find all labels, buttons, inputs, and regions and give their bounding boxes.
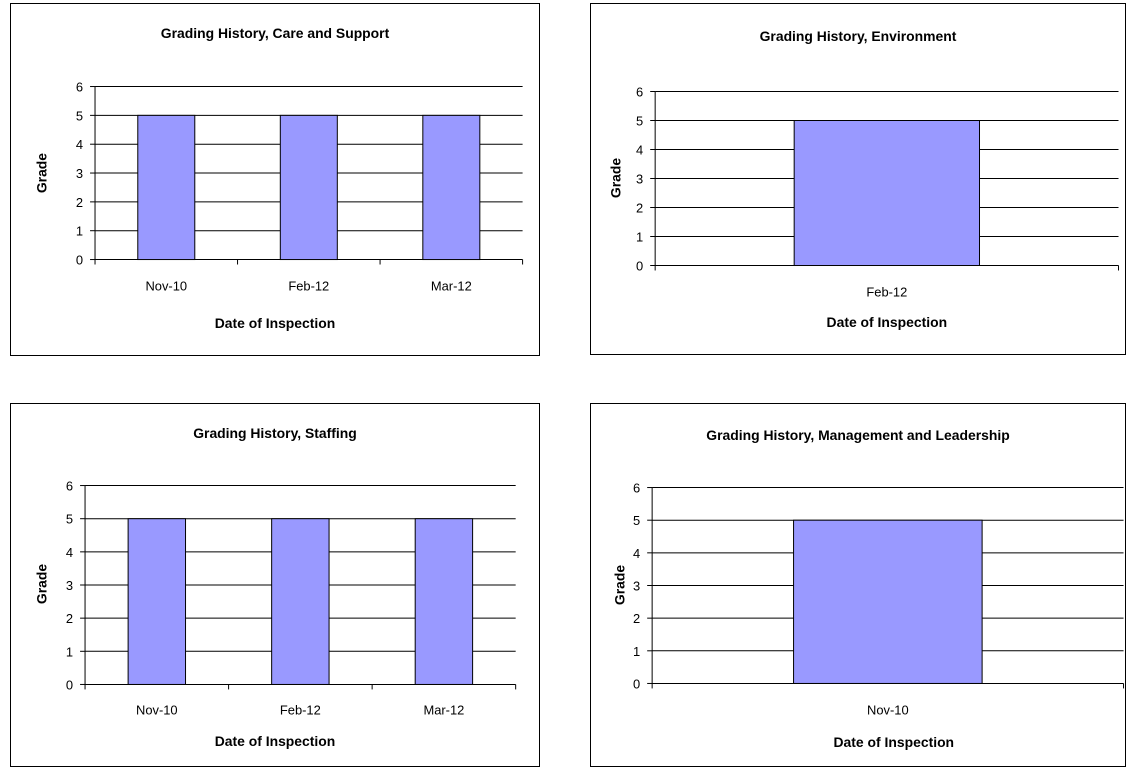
y-tick-label: 1	[76, 224, 83, 239]
x-tick-label: Nov-10	[136, 702, 178, 717]
y-tick-label: 1	[633, 644, 640, 659]
bar-feb-12	[793, 120, 981, 267]
x-axis-title: Date of Inspection	[834, 734, 955, 750]
y-axis-title: Grade	[607, 158, 623, 198]
y-tick-label: 5	[76, 108, 83, 123]
x-tick-label: Nov-10	[145, 278, 187, 293]
bar-feb-12	[279, 114, 338, 261]
chart-title: Grading History, Care and Support	[161, 25, 390, 41]
y-axis-title: Grade	[33, 564, 49, 604]
y-tick-label: 3	[76, 166, 83, 181]
y-axis-title: Grade	[33, 153, 49, 193]
y-tick-label: 4	[66, 545, 73, 560]
y-axis-title: Grade	[611, 565, 627, 605]
y-tick-label: 4	[633, 546, 640, 561]
y-tick-label: 6	[636, 84, 643, 99]
y-tick-label: 5	[633, 513, 640, 528]
x-axis-title: Date of Inspection	[215, 733, 336, 749]
chart-svg: Grading History, Environment Grade Date …	[607, 28, 1120, 330]
y-tick-label: 2	[76, 195, 83, 210]
y-tick-label: 2	[66, 611, 73, 626]
chart-svg: Grading History, Care and Support Grade …	[33, 25, 524, 331]
y-tick-label: 1	[636, 229, 643, 244]
x-tick-label: Mar-12	[431, 278, 472, 293]
y-tick-label: 5	[636, 113, 643, 128]
bar-mar-12	[422, 114, 481, 261]
y-tick-label: 4	[636, 142, 643, 157]
chart-svg: Grading History, Staffing Grade Date of …	[33, 425, 517, 749]
x-axis-title: Date of Inspection	[827, 314, 948, 330]
y-tick-label: 3	[66, 578, 73, 593]
plot-area: 0 1 2 3 4 5 6 Nov-10 Feb-12 Mar-12	[66, 479, 517, 717]
y-tick-label: 5	[66, 512, 73, 527]
y-tick-label: 0	[66, 677, 73, 692]
y-tick-label: 0	[633, 676, 640, 691]
plot-area: 0 1 2 3 4 5 6 Feb-12	[636, 84, 1120, 299]
chart-environment: Grading History, Environment Grade Date …	[590, 3, 1126, 355]
x-tick-label: Mar-12	[423, 702, 464, 717]
chart-management-and-leadership: Grading History, Management and Leadersh…	[590, 403, 1126, 767]
bar-nov-10	[793, 519, 983, 684]
y-tick-label: 2	[636, 200, 643, 215]
y-tick-label: 0	[636, 258, 643, 273]
chart-title: Grading History, Environment	[760, 28, 957, 44]
y-tick-label: 6	[633, 481, 640, 496]
x-tick-label: Feb-12	[280, 702, 321, 717]
bar-nov-10	[127, 518, 187, 685]
plot-area: 0 1 2 3 4 5 6 Nov-10 Feb-12 Mar-12	[76, 80, 524, 293]
plot-area: 0 1 2 3 4 5 6 Nov-10	[633, 481, 1125, 717]
y-tick-label: 6	[76, 80, 83, 95]
bar-nov-10	[137, 114, 196, 261]
x-tick-label: Nov-10	[867, 702, 909, 717]
x-axis-title: Date of Inspection	[215, 315, 336, 331]
chart-staffing: Grading History, Staffing Grade Date of …	[10, 403, 540, 767]
y-tick-label: 3	[636, 171, 643, 186]
y-tick-label: 1	[66, 644, 73, 659]
chart-care-and-support: Grading History, Care and Support Grade …	[10, 3, 540, 356]
y-tick-label: 0	[76, 253, 83, 268]
y-tick-label: 6	[66, 479, 73, 494]
chart-title: Grading History, Staffing	[193, 425, 357, 441]
x-tick-label: Feb-12	[866, 284, 907, 299]
y-tick-label: 2	[633, 611, 640, 626]
bar-mar-12	[414, 518, 474, 685]
chart-title: Grading History, Management and Leadersh…	[706, 427, 1009, 443]
chart-svg: Grading History, Management and Leadersh…	[611, 427, 1125, 750]
y-tick-label: 3	[633, 578, 640, 593]
y-tick-label: 4	[76, 137, 83, 152]
bar-feb-12	[271, 518, 330, 685]
x-tick-label: Feb-12	[288, 278, 329, 293]
